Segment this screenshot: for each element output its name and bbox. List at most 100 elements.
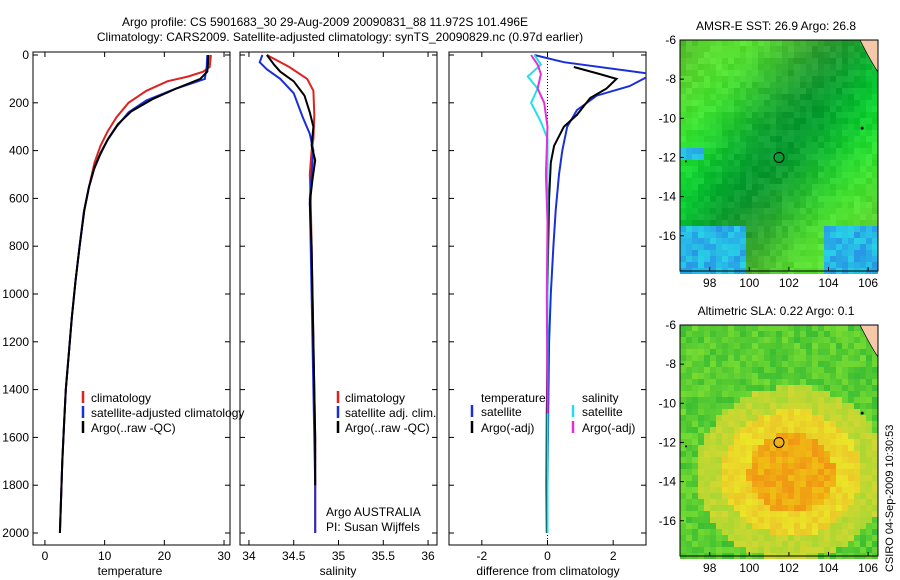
map-cell — [770, 124, 776, 130]
map-cell — [800, 256, 806, 262]
map-cell — [770, 214, 776, 220]
map-cell — [776, 226, 782, 232]
map-cell — [812, 499, 818, 505]
map-cell — [848, 475, 854, 481]
map-cell — [728, 463, 734, 469]
map-cell — [698, 397, 704, 403]
map-cell — [788, 70, 794, 76]
map-cell — [710, 349, 716, 355]
map-cell — [734, 409, 740, 415]
map-cell — [758, 445, 764, 451]
map-cell — [704, 184, 710, 190]
map-cell — [686, 40, 692, 46]
map-cell — [752, 142, 758, 148]
map-cell — [806, 226, 812, 232]
map-cell — [752, 244, 758, 250]
map-cell — [848, 391, 854, 397]
map-cell — [746, 58, 752, 64]
map-cell — [860, 208, 866, 214]
map-cell — [746, 70, 752, 76]
map-cell — [692, 154, 698, 160]
map-cell — [746, 427, 752, 433]
map-cell — [872, 487, 878, 493]
map-cell — [770, 64, 776, 70]
map-cell — [722, 58, 728, 64]
map-cell — [854, 52, 860, 58]
argo-position-marker — [773, 151, 785, 163]
map-cell — [686, 403, 692, 409]
map-cell — [788, 355, 794, 361]
map-cell — [866, 505, 872, 511]
map-cell — [746, 529, 752, 535]
map-cell — [830, 40, 836, 46]
map-cell — [854, 136, 860, 142]
map-cell — [818, 445, 824, 451]
map-cell — [716, 523, 722, 529]
map-cell — [686, 535, 692, 541]
map-cell — [788, 421, 794, 427]
map-cell — [860, 421, 866, 427]
map-cell — [716, 427, 722, 433]
map-cell — [812, 154, 818, 160]
map-cell — [872, 481, 878, 487]
map-cell — [734, 220, 740, 226]
map-cell — [866, 415, 872, 421]
map-cell — [818, 427, 824, 433]
map-cell — [716, 172, 722, 178]
map-cell — [824, 481, 830, 487]
legend-label: Argo(-adj) — [582, 421, 635, 435]
map-cell — [734, 160, 740, 166]
map-cell — [698, 52, 704, 58]
map-cell — [854, 505, 860, 511]
map-cell — [872, 355, 878, 361]
map-cell — [740, 166, 746, 172]
map-cell — [794, 142, 800, 148]
map-cell — [824, 427, 830, 433]
map-cell — [758, 82, 764, 88]
map-cell — [818, 421, 824, 427]
map-cell — [692, 166, 698, 172]
y-tick-label: 1800 — [2, 478, 29, 492]
map-cell — [716, 142, 722, 148]
map-cell — [680, 160, 686, 166]
map-cell — [686, 58, 692, 64]
map-cell — [710, 232, 716, 238]
map-cell — [812, 190, 818, 196]
map-cell — [860, 64, 866, 70]
map-cell — [734, 40, 740, 46]
map-cell — [806, 445, 812, 451]
map-cell — [782, 130, 788, 136]
map-cell — [812, 238, 818, 244]
map-cell — [818, 433, 824, 439]
map-cell — [848, 541, 854, 547]
map-cell — [788, 529, 794, 535]
map-cell — [728, 82, 734, 88]
map-cell — [782, 343, 788, 349]
map-cell — [860, 523, 866, 529]
map-cell — [740, 160, 746, 166]
map-cell — [716, 58, 722, 64]
map-cell — [872, 385, 878, 391]
map-cell — [770, 58, 776, 64]
map-cell — [746, 172, 752, 178]
map-cell — [800, 541, 806, 547]
map-cell — [806, 184, 812, 190]
map-cell — [752, 88, 758, 94]
map-cell — [836, 337, 842, 343]
map-cell — [794, 337, 800, 343]
map-cell — [740, 112, 746, 118]
map-cell — [860, 367, 866, 373]
map-cell — [692, 361, 698, 367]
map-cell — [836, 40, 842, 46]
map-cell — [842, 409, 848, 415]
map-cell — [770, 238, 776, 244]
y-tick-label: 0 — [22, 48, 29, 62]
map-cell — [752, 70, 758, 76]
map-cell — [752, 58, 758, 64]
map-cell — [716, 154, 722, 160]
map-cell — [842, 457, 848, 463]
map-cell — [782, 481, 788, 487]
map-cell — [758, 172, 764, 178]
map-cell — [704, 232, 710, 238]
map-cell — [782, 238, 788, 244]
